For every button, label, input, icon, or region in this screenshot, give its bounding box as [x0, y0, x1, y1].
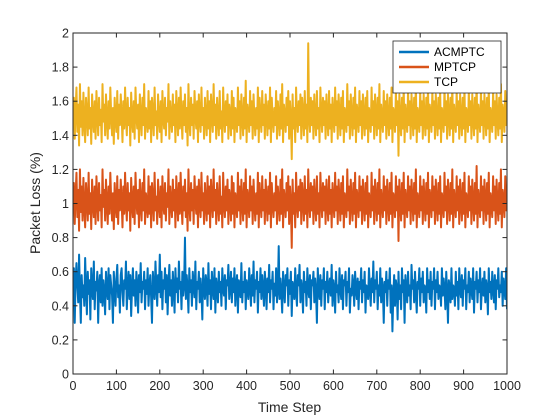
x-tick-label: 200: [149, 379, 170, 393]
x-tick-label: 600: [323, 379, 344, 393]
legend-label-mptcp: MPTCP: [434, 60, 476, 74]
y-tick-label: 1.8: [52, 61, 69, 75]
legend-label-acmptc: ACMPTC: [434, 45, 485, 59]
x-tick-label: 0: [70, 379, 77, 393]
ticks-layer: 0 100 200 300 400 500 600 700 800 900 1000 0 0.2 0.4 0…: [52, 27, 521, 394]
series-line-tcp: [73, 42, 507, 161]
y-tick-label: 0.8: [52, 231, 69, 245]
series-layer: [73, 42, 507, 333]
legend-label-tcp: TCP: [434, 75, 458, 89]
y-tick-label: 0.2: [52, 333, 69, 347]
x-tick-label: 100: [106, 379, 127, 393]
x-tick-label: 300: [193, 379, 214, 393]
y-tick-label: 0.6: [52, 265, 69, 279]
x-tick-label: 1000: [493, 379, 521, 393]
series-line-acmptc: [73, 236, 507, 333]
x-tick-label: 500: [280, 379, 301, 393]
y-tick-label: 1.6: [52, 95, 69, 109]
x-tick-label: 900: [453, 379, 474, 393]
y-tick-label: 1.4: [52, 129, 69, 143]
series-line-mptcp: [73, 164, 507, 249]
y-tick-label: 0: [62, 368, 69, 382]
x-tick-label: 800: [410, 379, 431, 393]
x-tick-label: 700: [366, 379, 387, 393]
y-tick-label: 1: [62, 197, 69, 211]
y-axis-label: Packet Loss (%): [27, 152, 43, 254]
y-tick-label: 0.4: [52, 299, 69, 313]
x-axis-label: Time Step: [258, 399, 321, 415]
y-tick-label: 1.2: [52, 163, 69, 177]
y-tick-label: 2: [62, 27, 69, 41]
x-tick-label: 400: [236, 379, 257, 393]
